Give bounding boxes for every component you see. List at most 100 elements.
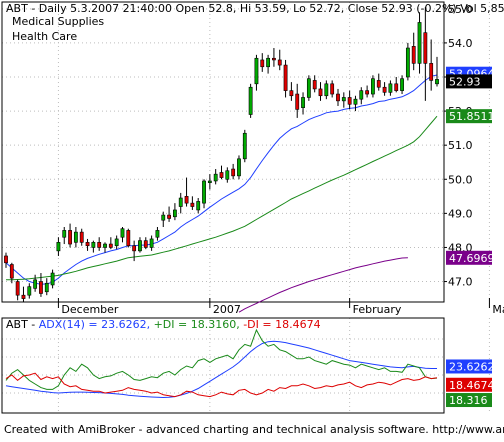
candle <box>85 238 90 251</box>
candle <box>341 92 346 108</box>
last-value-badges: 53.096452.9351.851147.696923.626218.4674… <box>446 66 495 408</box>
candle-body <box>4 255 8 264</box>
candle <box>15 279 20 301</box>
axis-labels: 47.048.049.050.051.052.053.054.055.0Dece… <box>57 3 504 316</box>
candle-body <box>149 238 154 248</box>
candle <box>289 82 294 101</box>
candle <box>353 95 358 112</box>
candle <box>272 48 276 67</box>
candle <box>231 163 236 180</box>
candle <box>306 75 311 101</box>
candle <box>120 227 125 243</box>
pdi-title: +DI = 18.3160, <box>150 318 240 331</box>
candle-body <box>9 264 14 279</box>
indicator-title: ABT - ADX(14) = 23.6262, +DI = 18.3160, … <box>6 318 321 331</box>
candle <box>283 59 288 98</box>
candle-body <box>225 170 230 180</box>
candle <box>382 82 387 96</box>
candle <box>196 198 201 214</box>
candle <box>108 237 113 250</box>
candle-body <box>91 242 96 248</box>
candle-body <box>44 282 49 293</box>
candle <box>254 54 259 91</box>
candle <box>62 227 67 245</box>
candle-body <box>330 83 335 95</box>
candle <box>219 165 224 180</box>
candle-body <box>405 47 410 78</box>
candle-body <box>108 243 113 248</box>
candle-body <box>371 78 375 95</box>
candle-body <box>207 180 212 183</box>
candle-body <box>15 281 20 296</box>
candle-body <box>167 214 171 219</box>
candle <box>330 80 335 98</box>
candle-body <box>324 83 329 97</box>
price-tick-label: 47.0 <box>448 276 473 289</box>
candle <box>423 7 428 101</box>
candle-body <box>318 88 323 97</box>
candle-body <box>62 230 67 238</box>
candle-body <box>196 201 201 211</box>
candle-body <box>39 281 43 294</box>
candle <box>27 283 32 299</box>
candle-body <box>272 57 276 61</box>
candle-body <box>400 78 404 91</box>
candle-body <box>97 242 102 248</box>
candle-body <box>73 231 78 243</box>
candle-body <box>301 97 305 108</box>
industry-label: Health Care <box>12 30 77 43</box>
x-tick-label: March <box>492 303 504 316</box>
price-candles <box>4 7 439 302</box>
x-tick-label: February <box>353 303 402 316</box>
candle-body <box>50 272 55 286</box>
panel-frames <box>1 1 445 414</box>
candle-body <box>254 57 259 85</box>
candle-body <box>120 228 125 238</box>
candle-body <box>423 32 428 64</box>
candle-body <box>132 245 137 252</box>
candle <box>68 223 72 248</box>
ma-mid-last-badge: 51.8511 <box>446 109 495 124</box>
adx-last-badge-text: 23.6262 <box>449 360 495 373</box>
candle <box>225 167 230 183</box>
candle-body <box>260 59 265 68</box>
pdi-last-badge-box <box>446 393 492 408</box>
moving-averages <box>5 74 438 313</box>
candle <box>44 278 49 296</box>
price-tick-label: 51.0 <box>448 139 473 152</box>
candle <box>266 54 270 74</box>
candle <box>301 92 305 115</box>
candle-body <box>277 59 282 66</box>
candle <box>405 42 410 81</box>
candle <box>248 83 253 118</box>
candle <box>173 203 177 221</box>
footer-credit: Created with AmiBroker - advanced charti… <box>4 423 504 436</box>
x-tick-label: December <box>61 303 119 316</box>
candle-body <box>336 93 340 102</box>
mdi-last-badge-text: 18.4674 <box>449 379 495 392</box>
candle <box>411 32 416 71</box>
pdi-line <box>5 328 438 390</box>
candle <box>394 77 399 93</box>
candle <box>56 237 61 256</box>
candle-body <box>79 231 84 243</box>
candle <box>149 235 154 251</box>
x-tick-label: 2007 <box>213 303 241 316</box>
candle <box>202 179 206 209</box>
candle <box>138 237 142 253</box>
candle-body <box>429 63 434 81</box>
candle <box>178 192 183 214</box>
candle <box>388 80 393 96</box>
candle <box>207 174 212 190</box>
candle-body <box>248 86 253 115</box>
candle <box>336 88 340 106</box>
candle <box>347 90 352 110</box>
price-tick-label: 55.0 <box>448 3 473 16</box>
candle <box>33 274 38 292</box>
candle <box>161 211 166 227</box>
candle-body <box>435 79 439 85</box>
candle-body <box>114 238 119 247</box>
mdi-last-badge-box <box>446 377 492 392</box>
